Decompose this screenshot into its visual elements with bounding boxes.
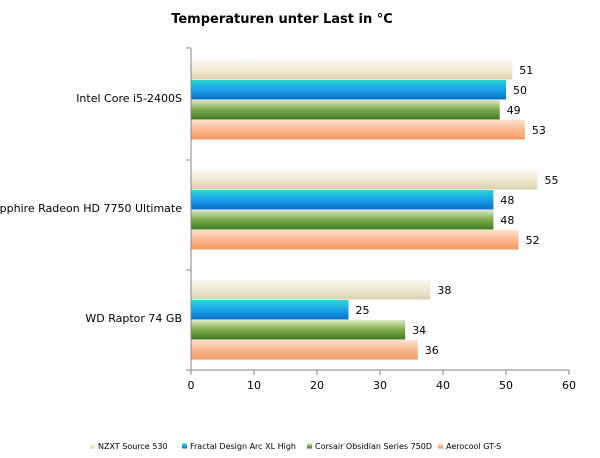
data-label: 51: [519, 64, 533, 77]
bar: [191, 80, 506, 100]
data-label: 52: [526, 234, 540, 247]
x-tick-label: 50: [499, 379, 513, 392]
x-tick-label: 60: [562, 379, 576, 392]
x-axis: 0 10 20 30 40 50 60: [186, 47, 576, 392]
bar: [191, 300, 349, 320]
category-labels: Intel Core i5-2400S Sapphire Radeon HD 77…: [0, 92, 182, 325]
legend-swatch: [182, 443, 187, 449]
data-label: 34: [412, 324, 426, 337]
data-label: 38: [437, 284, 451, 297]
data-label: 48: [500, 214, 514, 227]
bar: [191, 280, 431, 300]
bar: [191, 60, 513, 80]
legend-item: Aerocool GT-S: [438, 442, 501, 451]
data-label: 50: [513, 84, 527, 97]
category-label: Sapphire Radeon HD 7750 Ultimate: [0, 202, 182, 215]
bar: [191, 230, 519, 250]
x-tick-label: 20: [310, 379, 324, 392]
bar: [191, 170, 538, 190]
legend-item: Corsair Obsidian Series 750D: [307, 442, 432, 451]
x-tick-label: 10: [247, 379, 261, 392]
bar: [191, 210, 494, 230]
legend-label: Aerocool GT-S: [446, 442, 501, 451]
bar: [191, 190, 494, 210]
legend-item: NZXT Source 530: [90, 442, 168, 451]
legend-label: NZXT Source 530: [98, 442, 168, 451]
data-label: 25: [356, 304, 370, 317]
x-tick-label: 30: [373, 379, 387, 392]
bar: [191, 120, 525, 140]
data-label: 53: [532, 124, 546, 137]
legend-label: Fractal Design Arc XL High: [190, 442, 296, 451]
legend-swatch: [90, 443, 95, 449]
legend-item: Fractal Design Arc XL High: [182, 442, 296, 451]
legend: NZXT Source 530 Fractal Design Arc XL Hig…: [90, 442, 501, 451]
bars-layer: 51 50 49 53 55 48 48 52 38 25 34 36: [191, 60, 559, 360]
x-tick-label: 0: [188, 379, 195, 392]
data-label: 48: [500, 194, 514, 207]
data-label: 49: [507, 104, 521, 117]
data-label: 36: [425, 344, 439, 357]
legend-swatch: [438, 443, 443, 449]
chart-title: Temperaturen unter Last in °C: [171, 12, 393, 27]
data-label: 55: [545, 174, 559, 187]
category-label: Intel Core i5-2400S: [76, 92, 182, 105]
category-label: WD Raptor 74 GB: [85, 312, 182, 325]
bar: [191, 320, 406, 340]
legend-swatch: [307, 443, 312, 449]
x-tick-label: 40: [436, 379, 450, 392]
bar: [191, 100, 500, 120]
bar: [191, 340, 418, 360]
legend-label: Corsair Obsidian Series 750D: [315, 442, 432, 451]
